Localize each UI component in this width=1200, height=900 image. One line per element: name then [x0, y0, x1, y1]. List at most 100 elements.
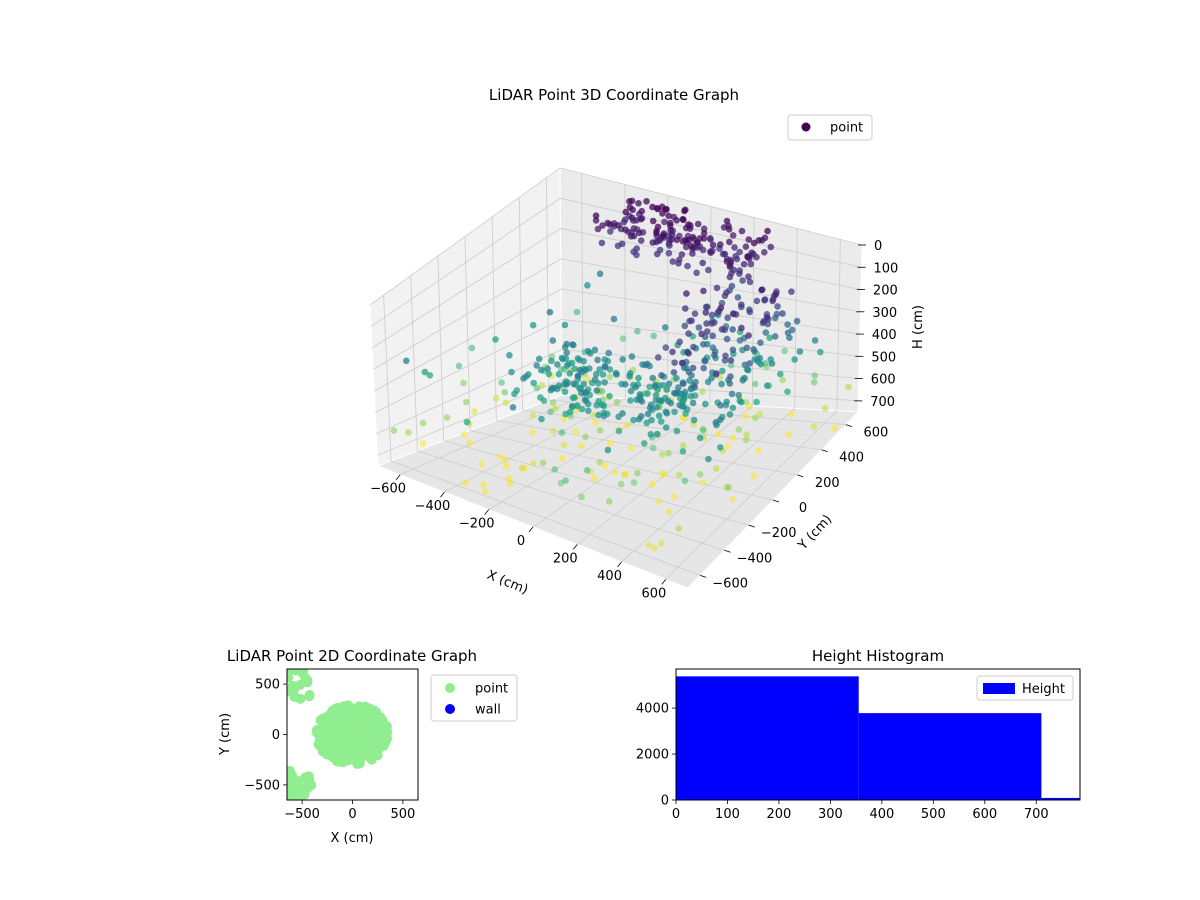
- point-3d: [638, 207, 646, 215]
- point-3d: [676, 338, 683, 346]
- x-tick-label-3d: 200: [553, 551, 578, 566]
- point-3d: [621, 471, 628, 478]
- point-3d: [637, 392, 644, 399]
- point-3d: [753, 253, 760, 261]
- point-3d: [762, 329, 770, 336]
- point-3d: [726, 380, 734, 387]
- point-3d: [595, 411, 602, 419]
- point-3d: [682, 243, 690, 251]
- point-3d: [539, 459, 547, 467]
- point-3d: [649, 217, 657, 225]
- y-tick-label-3d: −200: [761, 526, 797, 541]
- point-3d: [549, 399, 557, 406]
- point-3d: [505, 475, 513, 483]
- point-3d: [779, 310, 786, 317]
- x-tick-label-2d: 0: [348, 807, 356, 822]
- x-tick-label-hist: 600: [972, 807, 997, 822]
- point-3d: [745, 273, 752, 281]
- point-3d: [598, 388, 606, 395]
- point-3d: [781, 347, 788, 355]
- point-3d: [784, 321, 791, 328]
- point-3d: [626, 198, 633, 205]
- point-3d: [582, 433, 589, 441]
- point-3d: [708, 320, 716, 327]
- point-3d: [713, 370, 720, 377]
- point-3d: [689, 364, 697, 372]
- point-3d: [745, 236, 753, 243]
- point-3d: [558, 455, 566, 462]
- point-3d: [717, 241, 724, 248]
- point-3d: [593, 402, 601, 409]
- point-3d: [591, 376, 599, 383]
- point-3d: [580, 380, 587, 388]
- point-3d: [533, 362, 540, 369]
- point-3d: [672, 390, 679, 397]
- point-3d: [461, 431, 468, 438]
- point-3d: [727, 357, 735, 364]
- point-3d: [460, 379, 467, 387]
- point-3d: [632, 383, 639, 391]
- grid-line: [464, 236, 471, 431]
- x-tick-3d: [617, 561, 622, 568]
- point-3d: [671, 493, 679, 500]
- point-3d: [707, 236, 714, 243]
- point-3d: [726, 262, 734, 269]
- point-3d: [637, 215, 645, 223]
- point-3d: [728, 390, 736, 398]
- point-3d: [766, 334, 773, 342]
- point-3d: [583, 466, 591, 474]
- point-3d: [671, 359, 678, 367]
- point-3d: [601, 462, 608, 470]
- point-3d: [740, 260, 748, 268]
- point-3d: [754, 356, 761, 363]
- point-3d: [751, 380, 759, 388]
- point-3d: [537, 366, 545, 374]
- grid-line: [369, 167, 863, 306]
- legend-2d-point-marker: [445, 683, 455, 693]
- point-3d: [727, 373, 734, 380]
- point-3d: [723, 335, 731, 343]
- point-3d: [538, 381, 546, 389]
- point-3d: [731, 244, 738, 251]
- point-3d: [700, 364, 707, 372]
- point-3d: [769, 297, 776, 305]
- x-tick-label-3d: 400: [597, 569, 622, 584]
- point-3d: [610, 315, 618, 323]
- grid-line: [417, 450, 725, 551]
- point-3d: [724, 314, 731, 322]
- point-3d: [699, 426, 707, 433]
- point-3d: [649, 480, 656, 488]
- point-3d: [582, 389, 589, 396]
- point-3d: [578, 493, 585, 501]
- point-3d: [561, 321, 569, 329]
- point-3d: [785, 431, 792, 438]
- point-3d: [709, 332, 717, 340]
- point-3d: [629, 206, 636, 214]
- y-axis-3d: −600 −400 −2000 200 400 600: [700, 424, 888, 591]
- point-3d: [719, 367, 726, 375]
- point-3d: [622, 226, 629, 233]
- point-3d: [530, 379, 537, 387]
- point-3d: [682, 305, 689, 312]
- point-3d: [743, 398, 750, 406]
- point-3d: [578, 442, 585, 450]
- point-3d: [717, 304, 725, 312]
- y-tick-label-3d: −600: [712, 576, 748, 591]
- point-3d: [634, 469, 641, 477]
- x-tick-label-3d: 600: [641, 586, 666, 601]
- point-3d: [551, 466, 558, 473]
- point-3d: [746, 360, 753, 367]
- point-3d: [646, 383, 653, 391]
- point-3d: [645, 541, 653, 549]
- grid-line: [496, 419, 798, 476]
- x-tick-label-hist: 0: [672, 807, 680, 822]
- point-3d: [764, 227, 771, 235]
- point-3d: [533, 384, 541, 392]
- point-3d: [679, 238, 687, 245]
- legend-2d-point-label: point: [475, 682, 508, 697]
- point-3d: [555, 370, 563, 378]
- point-3d: [566, 408, 574, 416]
- point-3d: [696, 471, 704, 478]
- point-3d: [718, 326, 726, 333]
- point-3d: [685, 368, 693, 376]
